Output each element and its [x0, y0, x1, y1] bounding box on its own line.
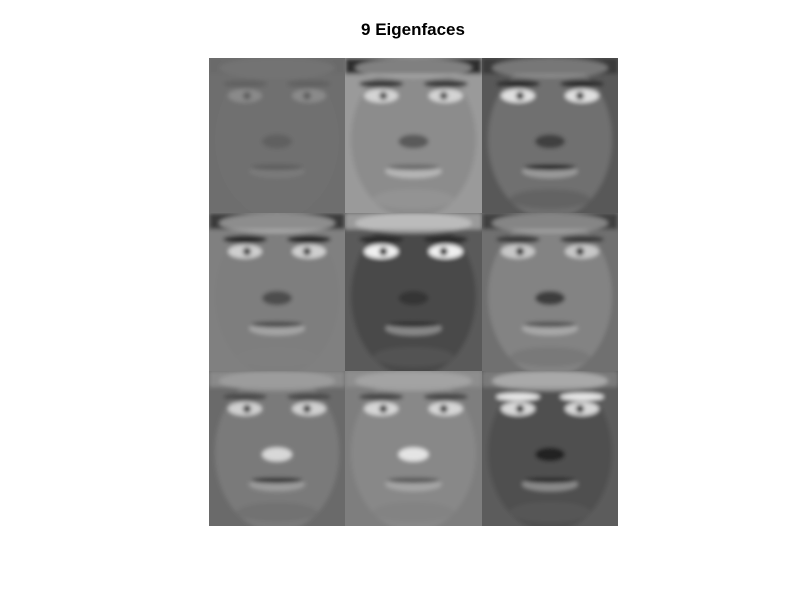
face-rendering	[345, 213, 482, 371]
eigenface-image-4	[209, 213, 345, 371]
eigenface-image-8	[345, 371, 482, 526]
face-rendering	[482, 213, 618, 371]
eigenface-image-9	[482, 371, 618, 526]
face-rendering	[345, 58, 482, 213]
face-rendering	[209, 371, 345, 526]
eigenface-grid	[209, 58, 618, 526]
figure-title: 9 Eigenfaces	[361, 20, 465, 39]
eigenface-image-2	[345, 58, 482, 213]
eigenface-image-6	[482, 213, 618, 371]
face-rendering	[209, 58, 345, 213]
eigenface-image-1	[209, 58, 345, 213]
eigenface-image-5	[345, 213, 482, 371]
eigenface-image-7	[209, 371, 345, 526]
face-rendering	[345, 371, 482, 526]
face-rendering	[482, 371, 618, 526]
face-rendering	[209, 213, 345, 371]
eigenface-image-3	[482, 58, 618, 213]
face-rendering	[482, 58, 618, 213]
